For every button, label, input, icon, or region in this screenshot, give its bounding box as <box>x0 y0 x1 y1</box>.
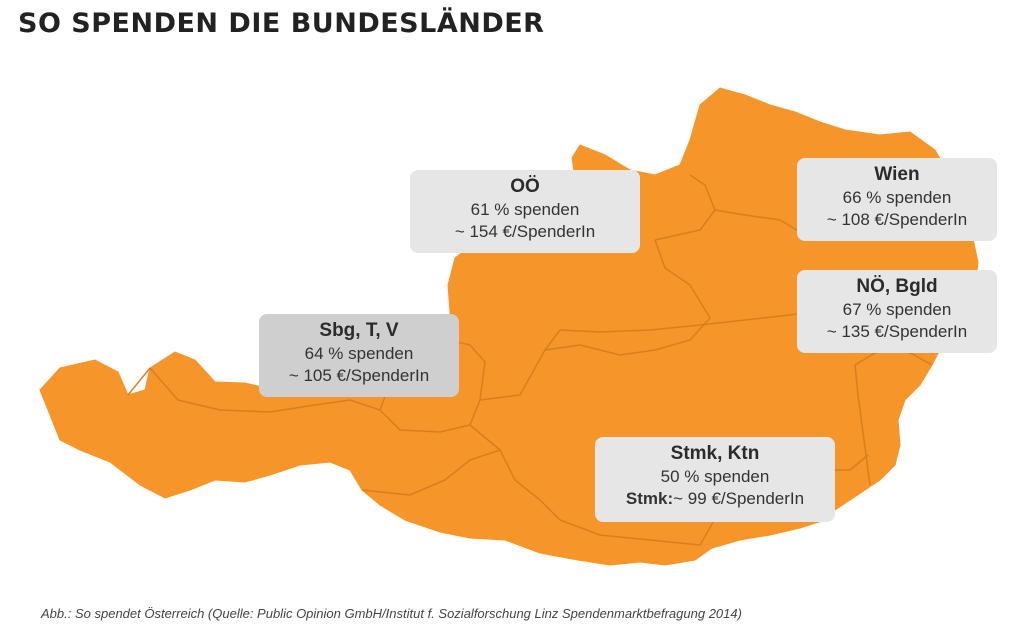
region-name-stmk-ktn: Stmk, Ktn <box>670 443 760 464</box>
region-name-ooe: OÖ <box>510 176 540 197</box>
region-amount-noe-bgld: ~ 135 €/SpenderIn <box>826 322 968 341</box>
figure-caption: Abb.: So spendet Österreich (Quelle: Pub… <box>41 606 742 621</box>
region-box-sbg-t-v: Sbg, T, V 64 % spenden ~ 105 €/SpenderIn <box>259 314 459 397</box>
region-box-stmk-ktn: Stmk, Ktn 50 % spenden Stmk:~ 99 €/Spend… <box>595 437 835 522</box>
region-name-sbg-t-v: Sbg, T, V <box>319 320 399 341</box>
region-amount-sbg-t-v: ~ 105 €/SpenderIn <box>288 366 430 385</box>
region-amount-stmk-ktn: ~ 99 €/SpenderIn <box>673 489 805 508</box>
region-amount-wien: ~ 108 €/SpenderIn <box>826 210 968 229</box>
region-amount-line-stmk-ktn: Stmk:~ 99 €/SpenderIn <box>595 488 835 510</box>
region-share-ooe: 61 % spenden <box>470 200 580 219</box>
region-amount-prefix-stmk: Stmk: <box>625 489 674 508</box>
region-box-ooe: OÖ 61 % spenden ~ 154 €/SpenderIn <box>410 170 640 253</box>
region-share-stmk-ktn: 50 % spenden <box>660 467 770 486</box>
region-name-wien: Wien <box>874 164 920 185</box>
region-box-wien: Wien 66 % spenden ~ 108 €/SpenderIn <box>797 158 997 241</box>
page-title: SO SPENDEN DIE BUNDESLÄNDER <box>18 8 545 39</box>
region-share-sbg-t-v: 64 % spenden <box>304 344 414 363</box>
region-share-noe-bgld: 67 % spenden <box>842 300 952 319</box>
region-share-wien: 66 % spenden <box>842 188 952 207</box>
region-amount-ooe: ~ 154 €/SpenderIn <box>454 222 596 241</box>
region-box-noe-bgld: NÖ, Bgld 67 % spenden ~ 135 €/SpenderIn <box>797 270 997 353</box>
region-name-noe-bgld: NÖ, Bgld <box>856 276 938 297</box>
